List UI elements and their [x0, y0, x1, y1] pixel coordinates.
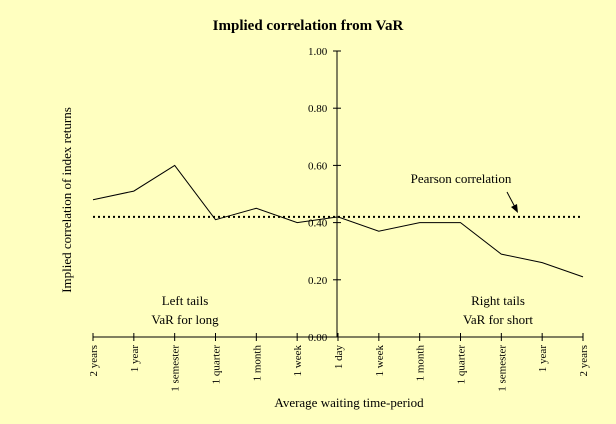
x-tick-label: 1 year	[537, 345, 549, 373]
chart-title: Implied correlation from VaR	[213, 18, 404, 34]
x-tick-label: 1 semester	[496, 345, 508, 392]
y-tick-label: 1.00	[308, 46, 328, 58]
left-tails-annotation: Left tails VaR for long	[151, 293, 219, 327]
y-tick-label: 0.00	[308, 332, 328, 344]
right-tails-line-2: VaR for short	[463, 312, 533, 327]
y-tick-label: 0.20	[308, 275, 328, 287]
x-tick-label: 1 month	[415, 345, 427, 382]
y-tick-label: 0.80	[308, 103, 328, 115]
x-tick-label: 1 day	[333, 345, 345, 370]
right-tails-line-1: Right tails	[471, 293, 525, 308]
y-tick-label: 0.60	[308, 160, 328, 172]
x-tick-label: 1 week	[292, 345, 304, 377]
pearson-label: Pearson correlation	[411, 171, 512, 186]
x-ticks: 2 years 1 year 1 semester 1 quarter 1 month 1…	[88, 333, 590, 392]
x-tick-label: 1 semester	[170, 345, 182, 392]
x-tick-label: 2 years	[88, 345, 100, 376]
y-ticks: 0.000.200.400.600.801.00	[308, 46, 341, 344]
x-tick-label: 1 quarter	[211, 345, 223, 385]
left-tails-line-2: VaR for long	[151, 312, 219, 327]
x-tick-label: 1 year	[129, 345, 141, 373]
right-tails-annotation: Right tails VaR for short	[463, 293, 533, 327]
x-axis-label: Average waiting time-period	[274, 395, 424, 410]
x-tick-label: 1 month	[251, 345, 263, 382]
series-line	[92, 164, 584, 278]
x-tick-label: 2 years	[578, 345, 590, 376]
y-axis-label: Implied correlation of index returns	[59, 107, 74, 293]
x-tick-label: 1 quarter	[456, 345, 468, 385]
left-tails-line-1: Left tails	[162, 293, 209, 308]
pearson-arrow	[506, 191, 518, 213]
x-tick-label: 1 week	[374, 345, 386, 377]
